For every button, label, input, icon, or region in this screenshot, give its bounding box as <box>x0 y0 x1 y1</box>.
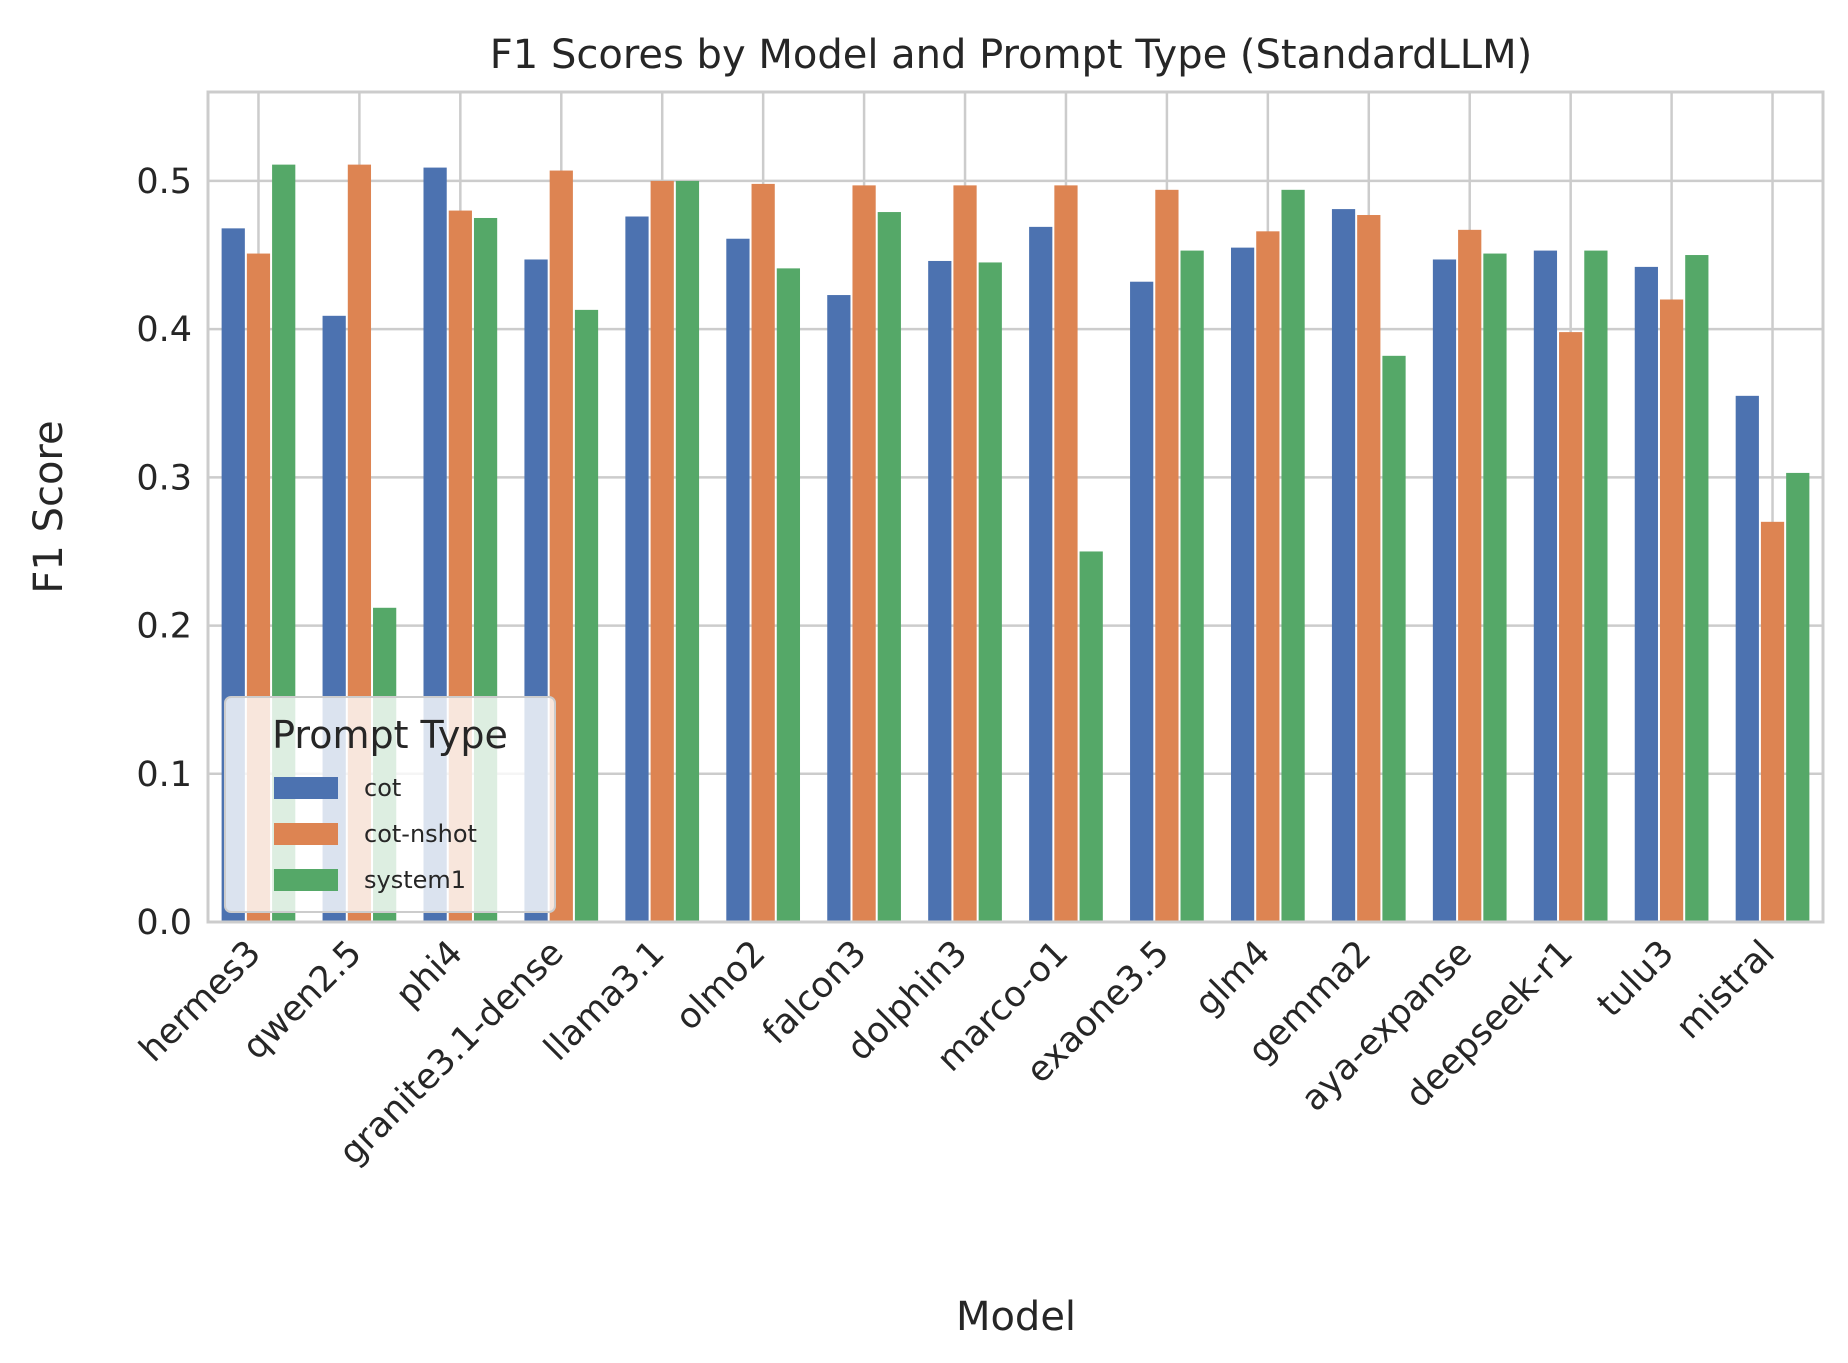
legend-box <box>224 696 556 913</box>
bar-cot-tulu3 <box>1634 266 1658 923</box>
bar-cot-glm4 <box>1230 247 1255 922</box>
bar-cot-aya-expanse <box>1432 259 1457 922</box>
bar-system1-dolphin3 <box>978 262 1002 923</box>
legend: Prompt Type cot cot-nshot system1 <box>224 696 556 913</box>
bar-cot-nshot-gemma2 <box>1357 215 1381 923</box>
x-axis-label: Model <box>956 1294 1076 1340</box>
bar-cot-gemma2 <box>1331 209 1356 922</box>
y-tick-label: 0.4 <box>136 310 192 350</box>
bar-cot-marco-o1 <box>1029 226 1053 922</box>
bar-cot-nshot-olmo2 <box>751 183 775 923</box>
bar-cot-nshot-aya-expanse <box>1458 229 1482 922</box>
bar-cot-nshot-llama3.1 <box>650 180 674 922</box>
bar-system1-mistral <box>1786 472 1810 922</box>
bar-cot-nshot-deepseek-r1 <box>1559 332 1583 922</box>
y-tick-label: 0.2 <box>136 607 192 647</box>
bar-cot-mistral <box>1735 395 1759 922</box>
x-tick-label: phi4 <box>388 933 470 1015</box>
bar-system1-deepseek-r1 <box>1584 250 1608 922</box>
legend-label-cot: cot <box>364 774 401 802</box>
bar-cot-deepseek-r1 <box>1533 250 1558 922</box>
y-axis-label: F1 Score <box>26 420 72 593</box>
plot-frame <box>206 90 1825 924</box>
y-tick-label: 0.0 <box>136 903 192 943</box>
legend-label-cot-nshot: cot-nshot <box>364 820 477 848</box>
bar-system1-glm4 <box>1281 189 1305 923</box>
bar-cot-nshot-dolphin3 <box>953 185 977 922</box>
bar-cot-nshot-exaone3.5 <box>1155 189 1179 923</box>
bar-cot-nshot-tulu3 <box>1659 299 1684 922</box>
bar-cot-falcon3 <box>827 295 851 922</box>
bar-cot-nshot-glm4 <box>1256 231 1280 923</box>
y-axis-ticks: 0.0 0.1 0.2 0.3 0.4 0.5 <box>136 162 192 943</box>
bar-system1-aya-expanse <box>1483 253 1507 922</box>
y-tick-label: 0.5 <box>136 162 192 202</box>
bar-system1-exaone3.5 <box>1180 250 1204 922</box>
legend-title: Prompt Type <box>272 713 508 757</box>
legend-swatch-cot <box>274 777 338 799</box>
bar-system1-tulu3 <box>1685 255 1709 923</box>
bar-cot-nshot-mistral <box>1760 521 1785 922</box>
y-tick-label: 0.3 <box>136 458 192 498</box>
bar-system1-falcon3 <box>877 212 901 922</box>
bar-system1-olmo2 <box>776 268 801 922</box>
bar-cot-nshot-marco-o1 <box>1054 185 1078 922</box>
y-tick-label: 0.1 <box>136 755 192 795</box>
legend-items: cot cot-nshot system1 <box>274 774 477 894</box>
bar-cot-exaone3.5 <box>1130 281 1154 922</box>
legend-swatch-cot-nshot <box>274 823 338 845</box>
bar-cot-nshot-falcon3 <box>852 185 876 922</box>
x-tick-label: glm4 <box>1187 933 1278 1024</box>
bar-cot-olmo2 <box>726 238 750 922</box>
bar-cot-dolphin3 <box>928 260 952 922</box>
x-tick-label: mistral <box>1669 933 1783 1047</box>
bar-system1-gemma2 <box>1382 355 1406 923</box>
legend-swatch-system1 <box>274 869 338 891</box>
bar-system1-marco-o1 <box>1079 551 1103 922</box>
bar-system1-llama3.1 <box>675 180 700 922</box>
x-tick-label: tulu3 <box>1590 933 1682 1025</box>
bar-system1-granite3.1-dense <box>574 309 599 922</box>
chart-title: F1 Scores by Model and Prompt Type (Stan… <box>490 32 1532 78</box>
legend-label-system1: system1 <box>364 866 466 894</box>
bar-cot-llama3.1 <box>625 216 649 922</box>
